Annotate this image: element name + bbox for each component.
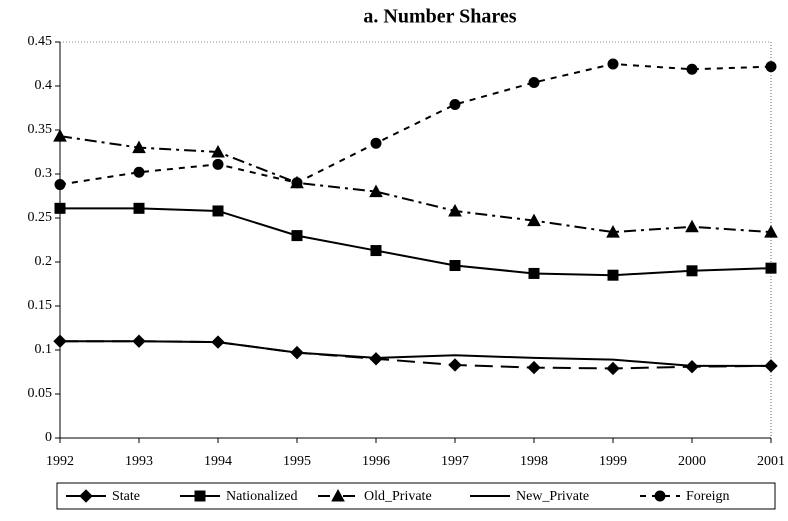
series-line [60,340,771,367]
y-tick-label: 0.4 [35,78,53,93]
series-line [59,62,772,186]
legend-label: Old_Private [364,489,432,504]
marker [686,63,698,75]
x-tick-label: 2001 [757,454,785,469]
marker [448,203,462,217]
legend-label: New_Private [516,489,589,504]
marker [194,490,206,502]
x-tick-label: 2000 [678,454,706,469]
legend-box [56,482,776,510]
marker [370,137,382,149]
marker [79,489,93,503]
marker [291,230,303,242]
marker [133,166,145,178]
marker [449,260,461,272]
marker [764,225,778,238]
marker [212,158,224,170]
legend-label: State [112,489,140,504]
series-line [60,207,772,277]
y-tick-label: 0.2 [35,254,53,269]
x-tick-label: 1997 [441,454,469,469]
legend-label: Foreign [686,489,730,504]
x-tick-label: 1996 [362,454,390,469]
y-tick-label: 0.3 [35,166,53,181]
x-tick-label: 1995 [283,454,311,469]
marker [291,177,303,189]
x-tick-label: 1999 [599,454,627,469]
marker [527,360,541,375]
y-tick-label: 0.35 [28,122,53,137]
marker [607,269,619,281]
x-tick-label: 1994 [204,454,232,469]
marker [528,76,540,88]
chart-title: a. Number Shares [363,6,516,28]
series-line [59,135,772,234]
legend-label: Nationalized [226,489,298,504]
marker [686,265,698,277]
marker [54,179,66,191]
marker [212,205,224,217]
y-tick-label: 0.05 [28,386,53,401]
marker [448,358,462,372]
marker [765,61,777,73]
marker [606,361,620,376]
marker [132,140,146,154]
marker [765,262,777,274]
marker [654,490,666,502]
marker [685,219,699,233]
marker [527,213,541,227]
x-tick-label: 1998 [520,454,548,469]
marker [133,202,145,214]
marker [54,202,66,214]
marker [607,58,619,70]
marker [606,225,620,238]
marker [370,245,382,257]
y-tick-label: 0.1 [35,342,53,357]
marker [331,488,345,502]
marker [53,129,67,142]
marker [369,184,383,198]
y-tick-label: 0 [45,430,52,445]
x-tick-label: 1992 [46,454,74,469]
y-tick-label: 0.45 [28,34,53,49]
y-tick-label: 0.15 [28,298,53,313]
marker [211,144,225,158]
y-tick-label: 0.25 [28,210,53,225]
marker [449,98,461,110]
x-tick-label: 1993 [125,454,153,469]
marker [528,267,540,279]
